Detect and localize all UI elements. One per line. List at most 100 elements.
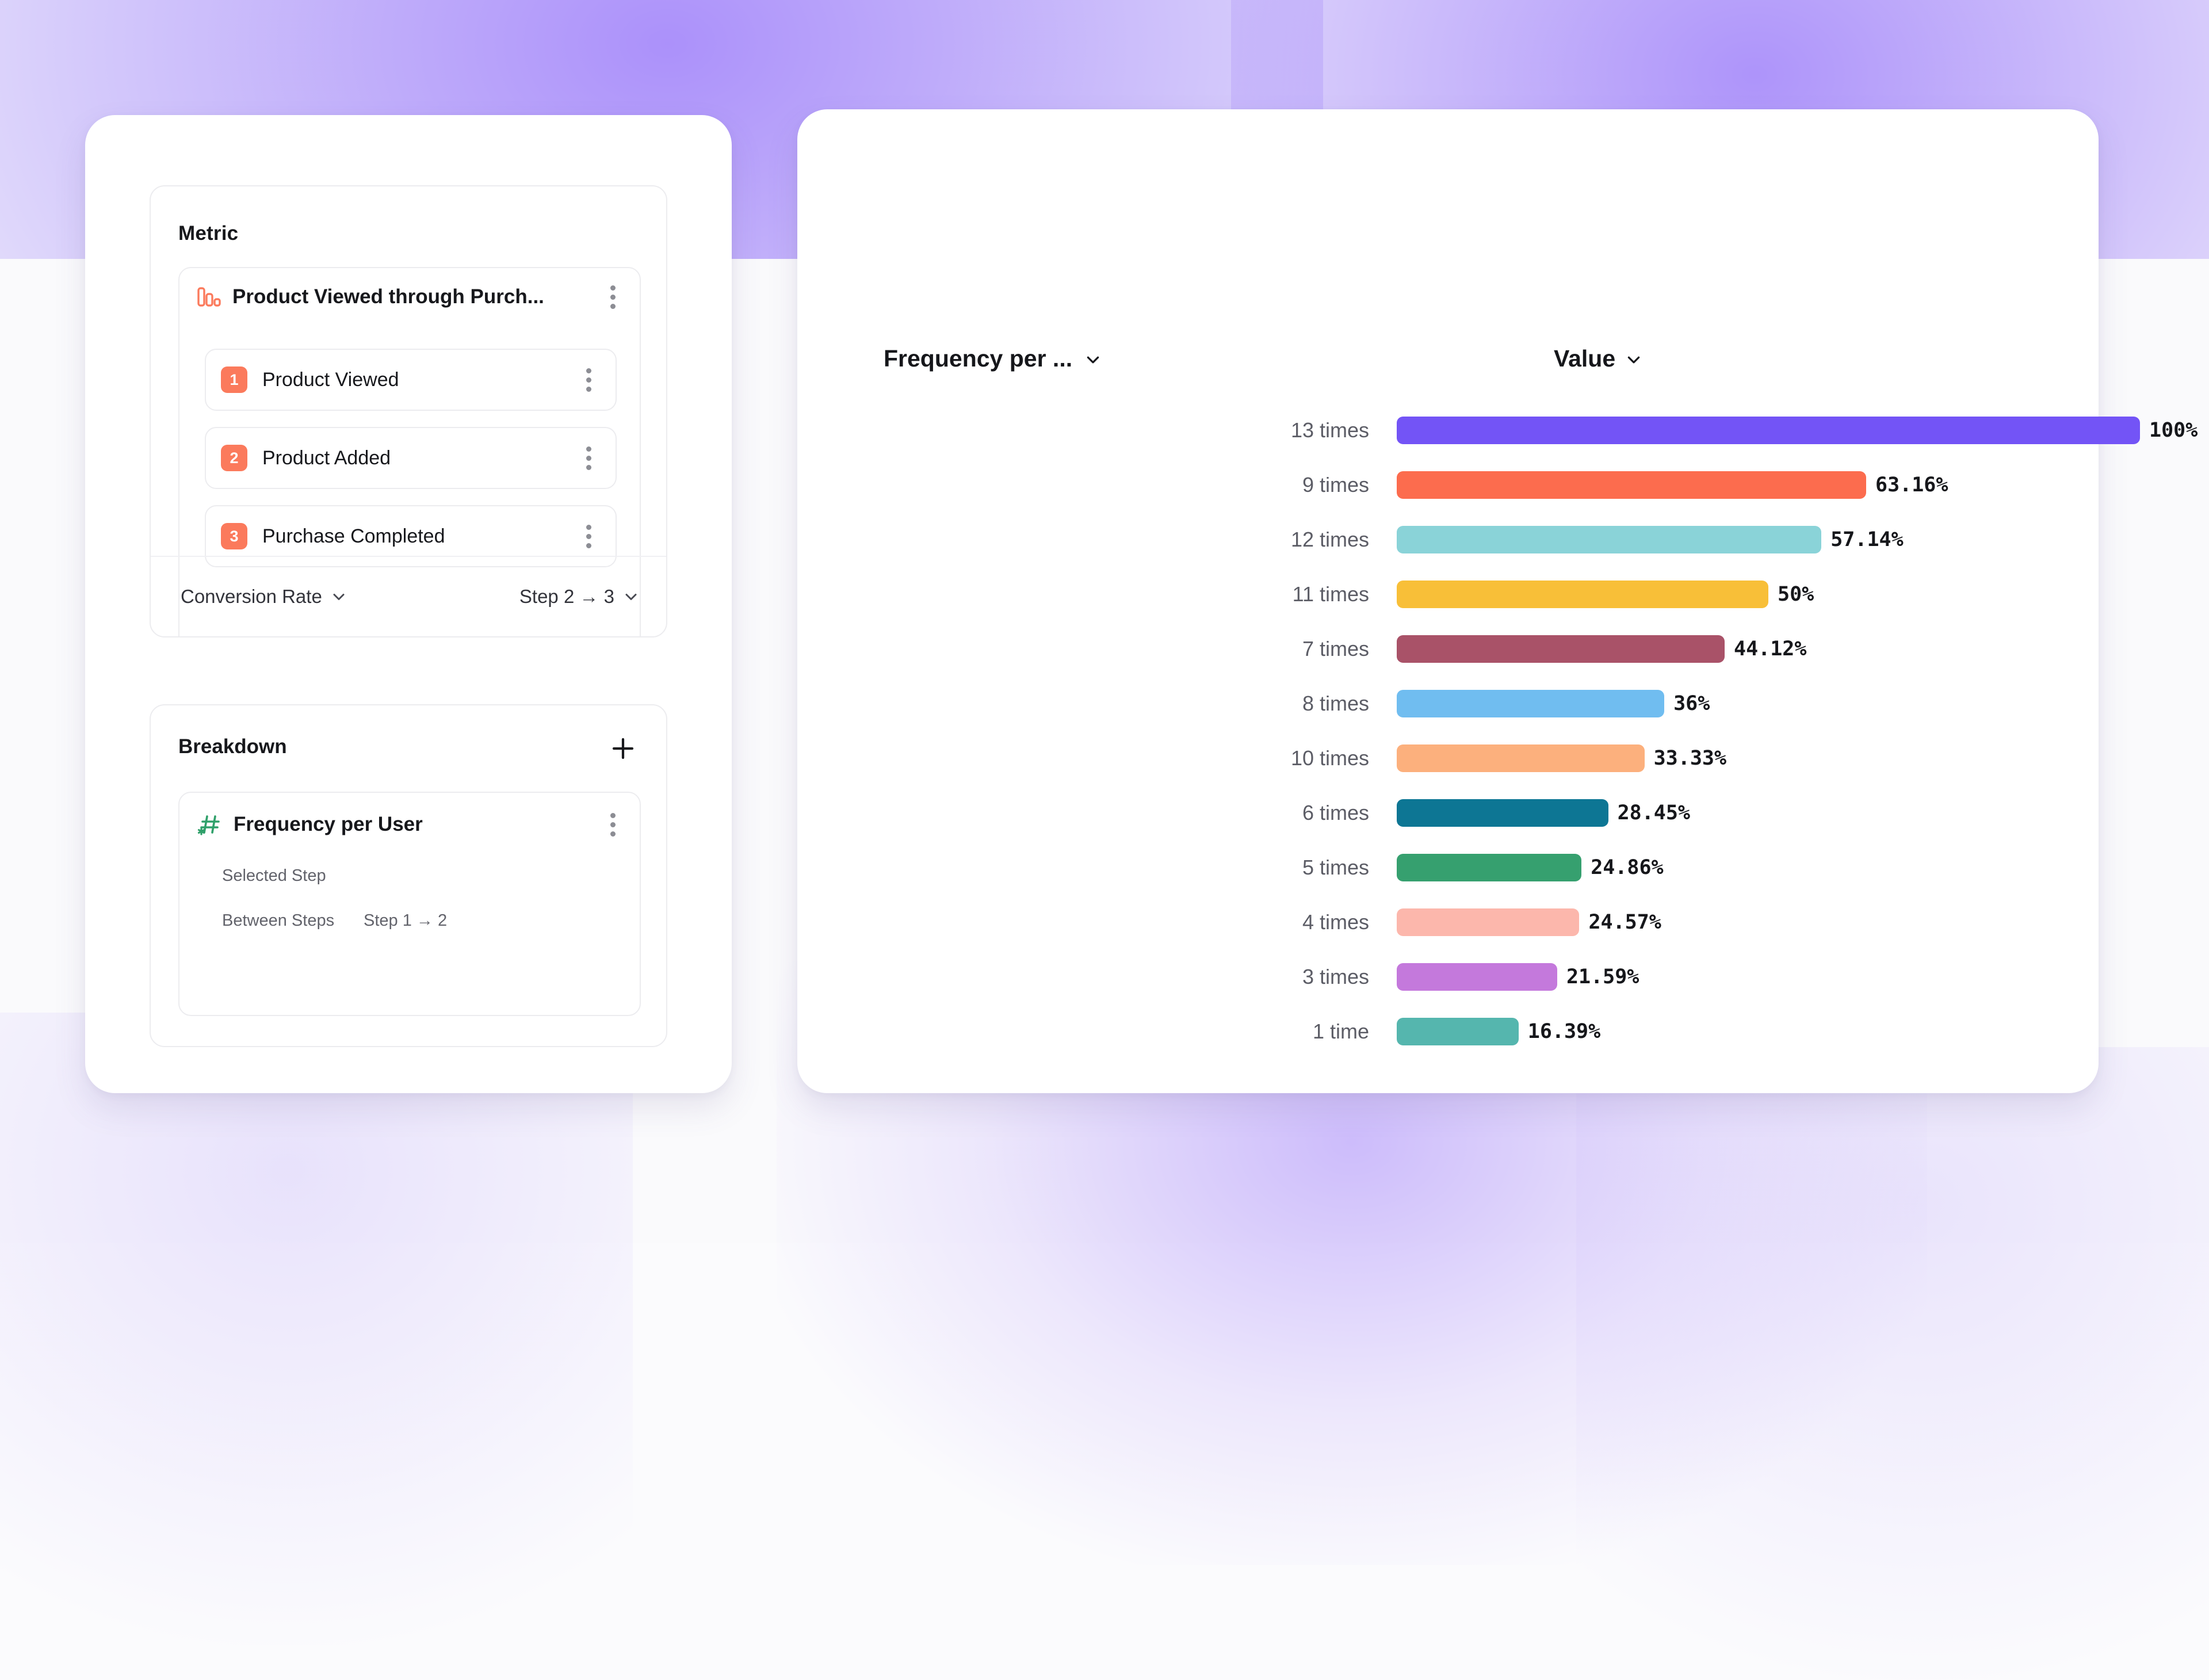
bar-value-label: 24.86% [1591, 856, 1664, 879]
bar-category-label: 5 times [1302, 855, 1369, 879]
bar-category-label: 7 times [1302, 636, 1369, 660]
metric-card-title: Metric [178, 222, 239, 245]
step-label: Purchase Completed [262, 525, 445, 547]
bar-track: 36% [1397, 676, 1710, 731]
metric-definition-box: Product Viewed through Purch... 1 Produc… [178, 267, 642, 636]
bar-row[interactable]: 4 times 24.57% [797, 895, 2099, 949]
bar-row[interactable]: 9 times 63.16% [797, 457, 2099, 512]
bar-chart: 13 times 100% 9 times 63.16% 12 times 57.14% 1… [797, 403, 2197, 1059]
funnel-name: Product Viewed through Purch... [232, 285, 544, 308]
bar-row[interactable]: 5 times 24.86% [797, 840, 2099, 895]
chevron-down-icon [1085, 352, 1100, 366]
bar-fill[interactable] [1397, 799, 1608, 827]
bar-row[interactable]: 11 times 50% [797, 567, 2099, 621]
bar-track: 24.86% [1397, 840, 1664, 895]
bar-value-label: 33.33% [1653, 746, 1727, 770]
bar-category-label: 13 times [1290, 418, 1369, 442]
bar-fill[interactable] [1397, 416, 2140, 444]
bar-fill[interactable] [1397, 963, 1557, 991]
category-axis-dropdown[interactable]: Frequency per ... [884, 345, 1100, 372]
funnel-step-row[interactable]: 1 Product Viewed [205, 349, 617, 411]
bar-track: 33.33% [1397, 731, 1726, 785]
bar-category-label: 4 times [1302, 910, 1369, 934]
bar-value-label: 57.14% [1830, 528, 1904, 551]
bar-value-label: 28.45% [1617, 801, 1690, 824]
bar-category-label: 1 time [1312, 1019, 1369, 1043]
bar-value-label: 50% [1778, 582, 1814, 606]
bar-fill[interactable] [1397, 1017, 1519, 1045]
value-axis-dropdown[interactable]: Value [1554, 345, 1641, 372]
bar-category-label: 9 times [1302, 472, 1369, 497]
chevron-down-icon [624, 589, 639, 604]
bar-track: 21.59% [1397, 949, 1639, 1004]
bar-track: 50% [1397, 567, 1814, 621]
chevron-down-icon [1626, 352, 1641, 366]
bar-fill[interactable] [1397, 471, 1867, 499]
funnel-bars-icon [196, 284, 222, 310]
chart-panel: Frequency per ... Value 13 times 100% 9 ti… [797, 109, 2197, 1093]
bar-value-label: 36% [1673, 692, 1710, 715]
bar-category-label: 11 times [1292, 582, 1369, 606]
funnel-header-row[interactable]: Product Viewed through Purch... [179, 268, 642, 326]
bar-track: 63.16% [1397, 457, 1948, 512]
bar-value-label: 44.12% [1734, 637, 1807, 660]
metric-card: Metric Product Viewed through Purch... 1 [150, 185, 667, 637]
bar-fill[interactable] [1397, 525, 1822, 553]
bar-track: 24.57% [1397, 895, 1661, 949]
bar-row[interactable]: 3 times 21.59% [797, 949, 2099, 1004]
bar-value-label: 21.59% [1566, 965, 1639, 988]
bar-value-label: 16.39% [1527, 1020, 1601, 1043]
bar-fill[interactable] [1397, 744, 1645, 772]
bar-category-label: 8 times [1302, 691, 1369, 715]
bar-fill[interactable] [1397, 635, 1725, 663]
bar-row[interactable]: 13 times 100% [797, 403, 2197, 457]
breakdown-property-name: Frequency per User [234, 813, 423, 835]
more-vertical-icon[interactable] [599, 811, 626, 838]
more-vertical-icon[interactable] [599, 284, 626, 310]
bar-fill[interactable] [1397, 580, 1768, 608]
chevron-down-icon [331, 589, 346, 604]
step-range-dropdown[interactable]: Step 2 → 3 [519, 586, 639, 608]
bar-row[interactable]: 10 times 33.33% [797, 731, 2099, 785]
bar-track: 28.45% [1397, 785, 1690, 840]
bar-row[interactable]: 8 times 36% [797, 676, 2099, 731]
breakdown-property-row[interactable]: Frequency per User [179, 793, 642, 856]
bar-fill[interactable] [1397, 689, 1665, 717]
bar-track: 57.14% [1397, 512, 1904, 567]
bar-category-label: 6 times [1302, 800, 1369, 824]
bar-row[interactable]: 12 times 57.14% [797, 512, 2099, 567]
bar-row[interactable]: 7 times 44.12% [797, 621, 2099, 676]
more-vertical-icon[interactable] [575, 523, 602, 549]
selected-step-label: Selected Step [222, 866, 326, 885]
step-label: Product Added [262, 446, 391, 469]
bar-fill[interactable] [1397, 853, 1582, 881]
between-steps-label: Between Steps [222, 911, 335, 930]
metric-type-dropdown[interactable]: Conversion Rate [181, 586, 346, 608]
bar-category-label: 10 times [1290, 746, 1369, 770]
bar-category-label: 3 times [1302, 964, 1369, 988]
bar-track: 16.39% [1397, 1004, 1600, 1059]
breakdown-card-title: Breakdown [178, 735, 287, 758]
step-number-badge: 1 [221, 366, 247, 393]
breakdown-property-box: Frequency per User Selected Step Between… [178, 792, 641, 1016]
between-steps-value[interactable]: Step 1 → 2 [364, 911, 448, 930]
app-root: Metric Product Viewed through Purch... 1 [150, 109, 2198, 1093]
breakdown-card: Breakdown [150, 704, 667, 1047]
more-vertical-icon[interactable] [575, 366, 602, 393]
funnel-step-row[interactable]: 2 Product Added [205, 427, 617, 489]
step-number-badge: 3 [221, 523, 247, 549]
bar-row[interactable]: 1 time 16.39% [797, 1004, 2099, 1059]
value-axis-label: Value [1554, 345, 1616, 372]
metric-type-value: Conversion Rate [181, 586, 322, 607]
bar-value-label: 100% [2149, 418, 2198, 442]
step-range-value: Step 2 → 3 [519, 586, 614, 607]
bar-fill[interactable] [1397, 908, 1580, 936]
more-vertical-icon[interactable] [575, 445, 602, 471]
bar-row[interactable]: 6 times 28.45% [797, 785, 2099, 840]
funnel-step-row[interactable]: 3 Purchase Completed [205, 505, 617, 567]
plus-icon[interactable] [606, 732, 640, 765]
step-number-badge: 2 [221, 445, 247, 471]
step-label: Product Viewed [262, 368, 399, 391]
bar-track: 44.12% [1397, 621, 1806, 676]
bar-value-label: 24.57% [1588, 910, 1661, 934]
